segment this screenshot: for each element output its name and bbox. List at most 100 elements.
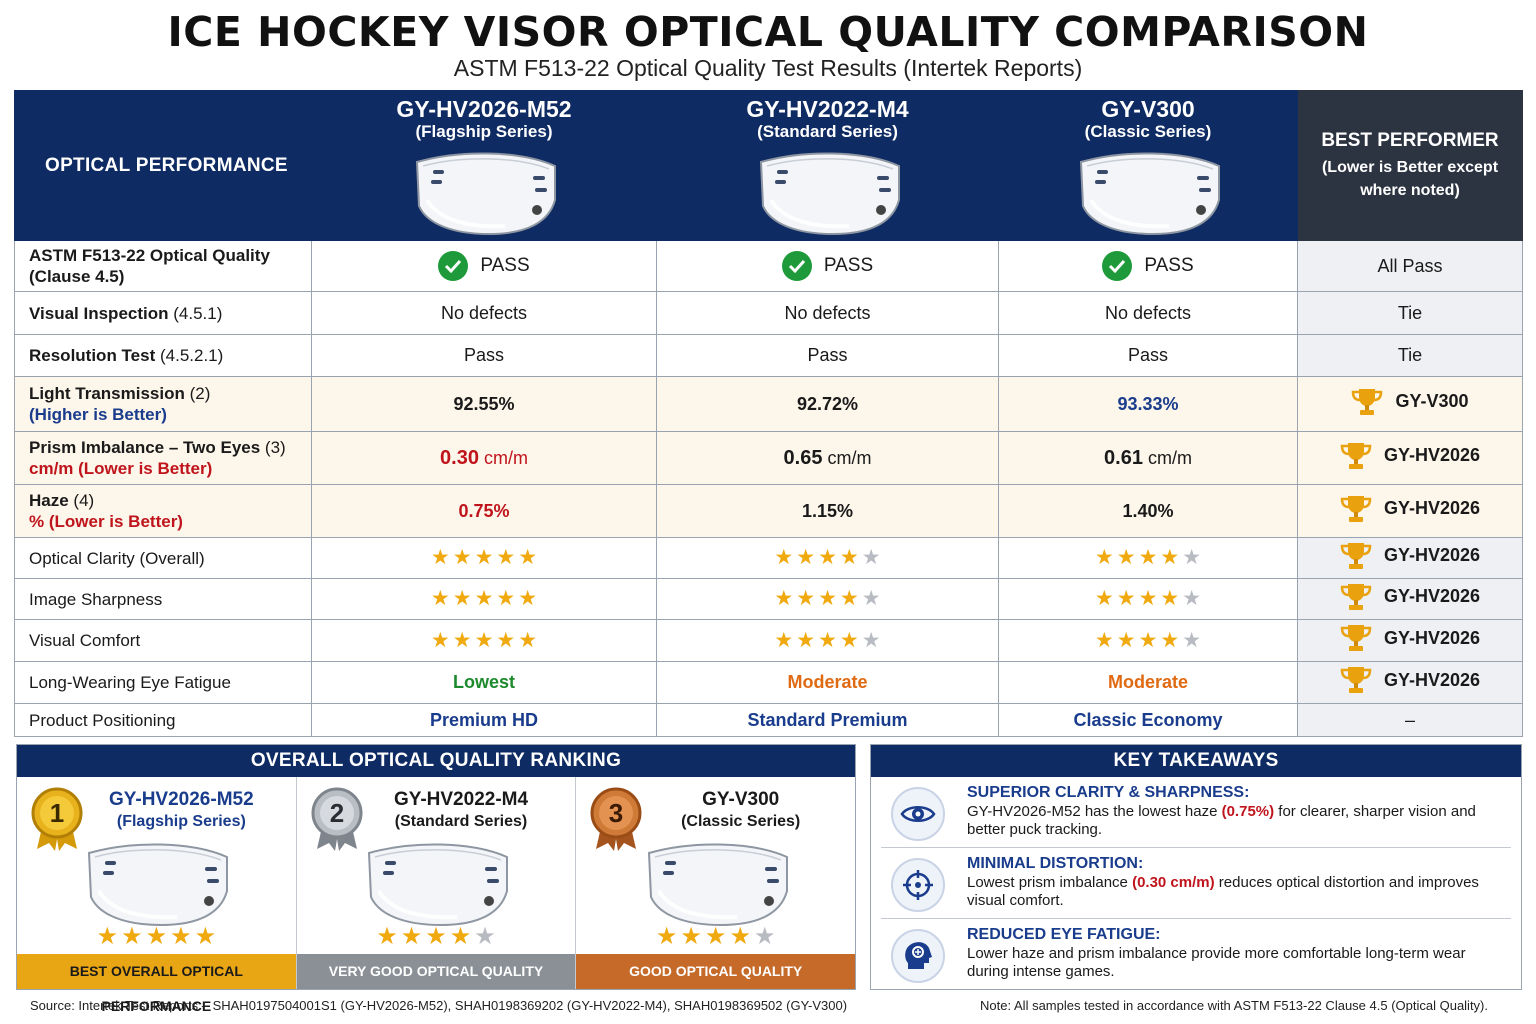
brain-head-icon	[891, 929, 945, 983]
star-filled-icon: ★	[774, 628, 794, 652]
trophy-icon	[1340, 665, 1372, 695]
star-empty-icon: ★	[1182, 587, 1202, 610]
row-image-sharpness: Image Sharpness ★ ★ ★ ★ ★ ★ ★ ★ ★ ★ ★ ★ ★ ★ ★ GY-HV2…	[14, 578, 1523, 620]
table-header-row: OPTICAL PERFORMANCE GY-HV2026-M52 (Flags…	[14, 90, 1523, 241]
test-note-footnote: Note: All samples tested in accordance w…	[980, 998, 1488, 1013]
visor-image	[409, 148, 559, 236]
takeaway-item: MINIMAL DISTORTION: Lowest prism imbalan…	[881, 848, 1511, 919]
star-empty-icon: ★	[1182, 546, 1202, 569]
star-filled-icon: ★	[96, 923, 119, 950]
star-filled-icon: ★	[796, 546, 816, 569]
cell-value: Premium HD	[311, 703, 657, 737]
cell-pass: PASS	[656, 240, 999, 292]
star-filled-icon: ★	[452, 587, 472, 610]
cell-best: GY-V300	[1297, 376, 1523, 432]
cell-value: 92.72%	[656, 376, 999, 432]
ranking-band: BEST OVERALL OPTICAL PERFORMANCE	[17, 954, 296, 1014]
row-optical-clarity: Optical Clarity (Overall) ★ ★ ★ ★ ★ ★ ★ ★ ★ ★ ★ ★…	[14, 537, 1523, 579]
cell-value: No defects	[311, 291, 657, 335]
row-label: Light Transmission (2) (Higher is Better)	[14, 376, 312, 432]
takeaway-title: SUPERIOR CLARITY & SHARPNESS:	[967, 784, 1250, 801]
cell-value: Pass	[311, 334, 657, 377]
silver-medal-icon: 2	[311, 787, 363, 851]
cell-rating: ★ ★ ★ ★ ★	[998, 619, 1298, 662]
star-filled-icon: ★	[1138, 628, 1158, 652]
row-product-positioning: Product Positioning Premium HD Standard …	[14, 703, 1523, 737]
star-filled-icon: ★	[796, 587, 816, 610]
row-prism-imbalance: Prism Imbalance – Two Eyes (3) cm/m (Lowe…	[14, 431, 1523, 485]
star-filled-icon: ★	[496, 628, 516, 652]
check-icon	[438, 251, 469, 281]
check-icon	[1102, 251, 1133, 281]
star-filled-icon: ★	[1094, 546, 1114, 569]
star-filled-icon: ★	[1116, 587, 1136, 610]
trophy-icon	[1340, 582, 1372, 612]
takeaway-text: Lower haze and prism imbalance provide m…	[967, 945, 1466, 980]
star-filled-icon: ★	[1160, 628, 1180, 652]
star-filled-icon: ★	[1094, 587, 1114, 610]
star-filled-icon: ★	[1094, 628, 1114, 652]
row-label: Visual Comfort	[14, 619, 312, 662]
star-filled-icon: ★	[729, 923, 751, 950]
star-filled-icon: ★	[1116, 546, 1136, 569]
star-filled-icon: ★	[1160, 546, 1180, 569]
ranking-title: OVERALL OPTICAL QUALITY RANKING	[17, 745, 855, 777]
star-empty-icon: ★	[861, 587, 881, 610]
cell-rating: ★ ★ ★ ★ ★	[656, 578, 999, 620]
ranking-name: GY-HV2026-M52	[108, 789, 254, 810]
star-filled-icon: ★	[376, 923, 398, 950]
cell-value: Lowest	[311, 661, 657, 704]
cell-best: GY-HV2026	[1297, 431, 1523, 485]
cell-rating: ★ ★ ★ ★ ★	[998, 578, 1298, 620]
star-filled-icon: ★	[774, 546, 794, 569]
cell-value: 0.65 cm/m	[656, 431, 999, 485]
cell-value: 1.15%	[656, 484, 999, 538]
star-empty-icon: ★	[753, 923, 776, 950]
ranking-band: VERY GOOD OPTICAL QUALITY	[296, 954, 576, 989]
key-takeaways-panel: KEY TAKEAWAYS SUPERIOR CLARITY & SHARPNE…	[870, 744, 1522, 990]
row-astm: ASTM F513-22 Optical Quality (Clause 4.5)…	[14, 240, 1523, 292]
row-light-transmission: Light Transmission (2) (Higher is Better)…	[14, 376, 1523, 432]
star-filled-icon: ★	[1116, 628, 1136, 652]
star-filled-icon: ★	[796, 628, 816, 652]
page-title: ICE HOCKEY VISOR OPTICAL QUALITY COMPARI…	[167, 8, 1369, 56]
star-empty-icon: ★	[474, 923, 496, 950]
cell-rating: ★ ★ ★ ★ ★	[998, 537, 1298, 579]
star-filled-icon: ★	[474, 546, 494, 569]
cell-best: GY-HV2026	[1297, 537, 1523, 579]
cell-value: Pass	[998, 334, 1298, 377]
star-filled-icon: ★	[704, 923, 727, 950]
source-footnote: Source: Intertek Test Reports – SHAH0197…	[30, 998, 848, 1013]
gold-medal-icon: 1	[31, 787, 83, 851]
star-empty-icon: ★	[861, 628, 881, 652]
cell-rating: ★ ★ ★ ★ ★	[311, 578, 657, 620]
takeaway-item: SUPERIOR CLARITY & SHARPNESS: GY-HV2026-…	[881, 777, 1511, 848]
star-filled-icon: ★	[518, 546, 538, 569]
svg-text:1: 1	[50, 798, 64, 828]
product-series: (Flagship Series)	[415, 121, 553, 141]
ranking-stars: ★ ★ ★ ★ ★	[17, 923, 296, 950]
row-label: ASTM F513-22 Optical Quality (Clause 4.5)	[14, 240, 312, 292]
ranking-series: (Standard Series)	[394, 813, 528, 830]
row-visual-inspection: Visual Inspection (4.5.1) No defects No …	[14, 291, 1523, 335]
check-icon	[781, 251, 812, 281]
ranking-name: GY-V300	[702, 789, 780, 810]
star-filled-icon: ★	[774, 587, 794, 610]
row-label: Prism Imbalance – Two Eyes (3) cm/m (Lowe…	[14, 431, 312, 485]
ranking-item-1: 1 GY-HV2026-M52 (Flagship Series) ★ ★ ★ ★ ★ …	[17, 777, 297, 1014]
cell-pass: PASS	[998, 240, 1298, 292]
ranking-item-2: 2 GY-HV2022-M4 (Standard Series) ★ ★ ★ ★ ★ V…	[296, 777, 577, 989]
star-filled-icon: ★	[1138, 587, 1158, 610]
cell-value-best: 93.33%	[998, 376, 1298, 432]
star-filled-icon: ★	[449, 923, 472, 950]
star-filled-icon: ★	[518, 628, 538, 652]
row-haze: Haze (4)% (Lower is Better) 0.75% 1.15% …	[14, 484, 1523, 538]
takeaways-title: KEY TAKEAWAYS	[871, 745, 1521, 777]
ranking-stars: ★ ★ ★ ★ ★	[576, 923, 855, 950]
star-filled-icon: ★	[1138, 546, 1158, 569]
star-filled-icon: ★	[839, 628, 859, 652]
cell-value: Moderate	[656, 661, 999, 704]
product-name: GY-HV2026-M52	[396, 95, 572, 122]
star-filled-icon: ★	[430, 587, 450, 610]
row-label: Long-Wearing Eye Fatigue	[14, 661, 312, 704]
